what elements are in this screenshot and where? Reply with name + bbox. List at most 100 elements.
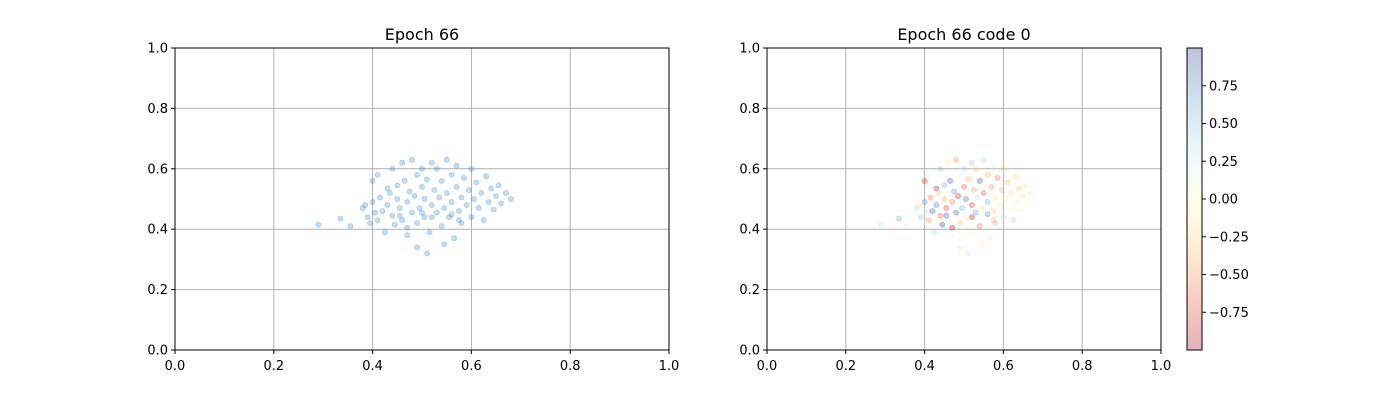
scatter-point bbox=[931, 229, 938, 236]
scatter-point bbox=[456, 208, 463, 215]
scatter-point bbox=[394, 195, 401, 202]
colorbar-tick-label: −0.75 bbox=[1209, 306, 1249, 321]
scatter-point bbox=[1008, 189, 1015, 196]
scatter-point bbox=[438, 223, 445, 230]
scatter-point bbox=[453, 183, 460, 190]
scatter-point bbox=[381, 229, 388, 236]
scatter-point bbox=[933, 185, 940, 192]
scatter-point bbox=[374, 217, 381, 224]
axis-ticks: 0.0 0.2 0.4 0.6 0.8 1.0 0.0 0.2 0.4 0.6 0.8 1.0 bbox=[147, 42, 679, 375]
scatter-point bbox=[957, 220, 964, 227]
scatter-point bbox=[347, 223, 354, 230]
scatter-point bbox=[409, 156, 416, 163]
colorbar-gradient bbox=[1187, 48, 1202, 350]
scatter-point bbox=[384, 202, 391, 209]
scatter-point bbox=[923, 209, 930, 216]
axes-frame bbox=[766, 47, 1162, 351]
scatter-point bbox=[394, 182, 401, 189]
scatter-point bbox=[966, 229, 973, 236]
scatter-point bbox=[953, 156, 960, 163]
scatter-point bbox=[935, 189, 942, 196]
scatter-point bbox=[964, 176, 971, 183]
scatter-point bbox=[483, 173, 490, 180]
scatter-point bbox=[389, 212, 396, 219]
scatter-point bbox=[1004, 179, 1011, 186]
scatter-point bbox=[961, 165, 968, 172]
scatter-point bbox=[468, 165, 475, 172]
scatter-point bbox=[943, 205, 950, 212]
scatter-point bbox=[996, 202, 1003, 209]
scatter-point bbox=[988, 162, 995, 169]
scatter-point bbox=[1027, 189, 1034, 196]
x-tick-label: 0.6 bbox=[993, 359, 1014, 374]
scatter-point bbox=[448, 171, 455, 178]
y-tick-label: 0.6 bbox=[147, 162, 168, 177]
scatter-point bbox=[1000, 165, 1007, 172]
scatter-point bbox=[957, 171, 964, 178]
scatter-point bbox=[978, 241, 985, 248]
scatter-point bbox=[421, 195, 428, 202]
scatter-point bbox=[925, 217, 932, 224]
x-tick-label: 0.0 bbox=[165, 359, 186, 374]
y-tick-label: 0.2 bbox=[739, 283, 760, 298]
scatter-point bbox=[988, 183, 995, 190]
scatter-point bbox=[951, 188, 958, 195]
scatter-point bbox=[986, 235, 993, 242]
scatter-point bbox=[945, 159, 952, 166]
scatter-point bbox=[359, 205, 366, 212]
scatter-point bbox=[451, 235, 458, 242]
x-tick-label: 0.0 bbox=[757, 359, 778, 374]
scatter-point bbox=[959, 205, 966, 212]
scatter-point bbox=[465, 186, 472, 193]
scatter-point bbox=[431, 186, 438, 193]
y-tick-label: 0.4 bbox=[739, 223, 760, 238]
y-tick-label: 0.0 bbox=[739, 344, 760, 359]
scatter-point bbox=[372, 209, 379, 216]
scatter-point bbox=[369, 199, 376, 206]
scatter-point bbox=[446, 214, 453, 221]
scatter-point bbox=[957, 244, 964, 251]
scatter-point bbox=[409, 209, 416, 216]
scatter-point bbox=[964, 250, 971, 257]
scatter-point bbox=[972, 165, 979, 172]
x-tick-label: 0.2 bbox=[835, 359, 856, 374]
scatter-plot-epoch: 0.0 0.2 0.4 0.6 0.8 1.0 0.0 0.2 0.4 0.6 0.8 1.0 Epo… bbox=[147, 25, 679, 374]
scatter-point bbox=[458, 220, 465, 227]
scatter-point bbox=[396, 205, 403, 212]
scatter-point bbox=[943, 212, 950, 219]
scatter-point bbox=[468, 214, 475, 221]
scatter-point bbox=[941, 182, 948, 189]
scatter-point bbox=[968, 214, 975, 221]
colorbar: −0.75 −0.50 −0.25 0.00 0.25 0.50 0.75 bbox=[1186, 47, 1249, 351]
x-tick-label: 0.4 bbox=[914, 359, 935, 374]
scatter-point bbox=[933, 202, 940, 209]
scatter-point bbox=[377, 194, 384, 201]
colorbar-ticks: −0.75 −0.50 −0.25 0.00 0.25 0.50 0.75 bbox=[1202, 79, 1249, 321]
scatter-point bbox=[391, 221, 398, 228]
scatter-point bbox=[961, 209, 968, 216]
scatter-point bbox=[949, 224, 956, 231]
axis-ticks: 0.0 0.2 0.4 0.6 0.8 1.0 0.0 0.2 0.4 0.6 0.8 1.0 bbox=[739, 42, 1171, 375]
scatter-point bbox=[423, 176, 430, 183]
scatter-point bbox=[939, 221, 946, 228]
scatter-point bbox=[929, 208, 936, 215]
scatter-point bbox=[386, 189, 393, 196]
scatter-plot-code: 0.0 0.2 0.4 0.6 0.8 1.0 0.0 0.2 0.4 0.6 0.8 1.0 Epo… bbox=[739, 25, 1171, 374]
scatter-point bbox=[401, 177, 408, 184]
colorbar-tick-label: 0.25 bbox=[1209, 155, 1238, 170]
scatter-point bbox=[436, 194, 443, 201]
scatter-point bbox=[913, 205, 920, 212]
x-tick-label: 0.2 bbox=[263, 359, 284, 374]
scatter-points bbox=[878, 156, 1038, 257]
scatter-point bbox=[878, 221, 885, 228]
scatter-point bbox=[475, 205, 482, 212]
scatter-point bbox=[441, 205, 448, 212]
scatter-point bbox=[1016, 185, 1023, 192]
scatter-point bbox=[428, 214, 435, 221]
scatter-point bbox=[984, 171, 991, 178]
scatter-point bbox=[406, 188, 413, 195]
scatter-point bbox=[968, 202, 975, 209]
colorbar-tick-label: 0.50 bbox=[1209, 117, 1238, 132]
scatter-point bbox=[1010, 217, 1017, 224]
